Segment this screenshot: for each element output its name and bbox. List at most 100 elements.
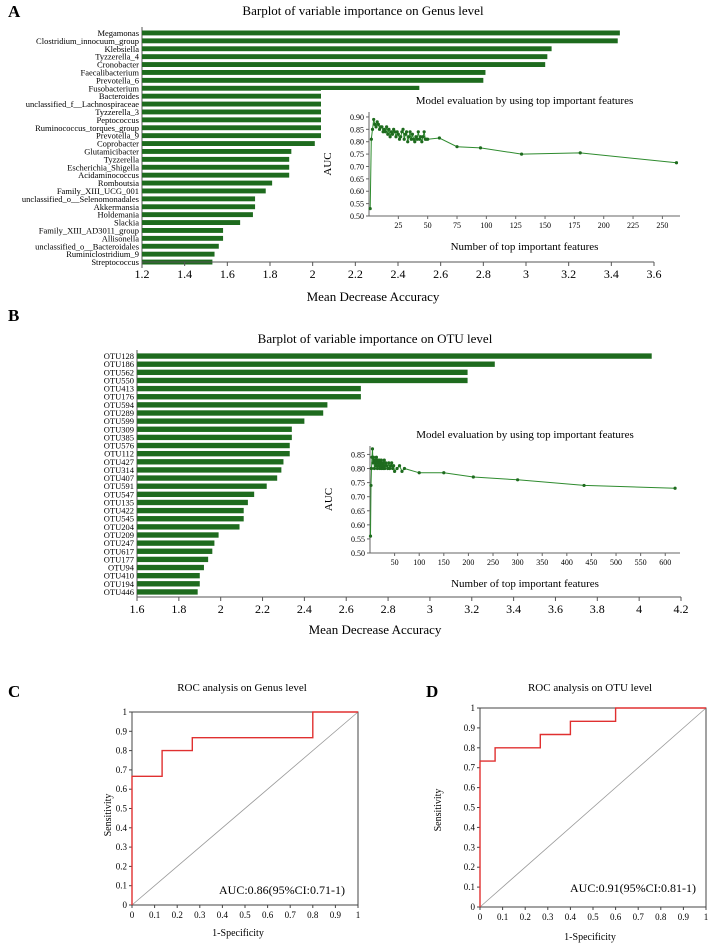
category-label: Holdemania (97, 210, 139, 220)
bar (137, 418, 305, 424)
category-label: OTU177 (104, 554, 134, 564)
bar (137, 556, 209, 563)
roc-x-tick-label: 0.1 (149, 910, 160, 920)
auc-point (402, 466, 407, 471)
auc-point (395, 130, 399, 134)
roc-x-tick-label: 0.2 (172, 910, 183, 920)
bar (142, 235, 224, 241)
auc-point (455, 145, 459, 149)
bar (142, 125, 326, 131)
auc-point (385, 125, 389, 129)
roc-y-tick-label: 0.6 (116, 784, 128, 794)
x-tick-label: 1.2 (135, 267, 150, 281)
auc-point (421, 135, 425, 139)
auc-point (378, 461, 382, 465)
category-label: OTU112 (104, 449, 134, 459)
auc-point (374, 125, 378, 129)
category-label: OTU94 (108, 563, 135, 573)
roc-y-tick-label: 0.1 (116, 881, 127, 891)
inset-x-tick-label: 150 (539, 221, 551, 230)
category-label: OTU410 (104, 571, 134, 581)
inset-y-tick-label: 0.65 (351, 507, 365, 516)
category-label: Tyzzerella_4 (95, 52, 140, 62)
panel-d-letter: D (426, 682, 438, 701)
inset-x-tick-label: 600 (659, 558, 671, 567)
bar (142, 85, 420, 91)
category-label: Faecalibacterium (80, 67, 139, 77)
inset-x-tick-label: 450 (585, 558, 597, 567)
x-tick-label: 3.4 (604, 267, 619, 281)
inset-x-tick-label: 350 (536, 558, 548, 567)
roc-x-tick-label: 0.1 (497, 912, 508, 922)
auc-point (384, 461, 388, 465)
auc-point (519, 152, 524, 156)
x-tick-label: 3.6 (548, 602, 563, 616)
category-label: OTU545 (104, 514, 134, 524)
bar (142, 93, 396, 99)
bar (142, 220, 241, 225)
bar (142, 70, 486, 75)
bar (137, 548, 213, 554)
auc-point (380, 125, 384, 129)
inset-background (322, 424, 698, 593)
bar (137, 524, 240, 530)
roc-x-tick-label: 0.7 (285, 910, 297, 920)
auc-point (376, 122, 380, 126)
panel-c-auc-annotation: AUC:0.86(95%CI:0.71-1) (219, 883, 345, 897)
bar (137, 516, 244, 522)
roc-y-tick-label: 0.3 (464, 842, 476, 852)
category-label: OTU550 (104, 375, 134, 385)
bar (142, 164, 290, 170)
auc-point (437, 136, 442, 140)
panel-b: B Barplot of variable importance on OTU … (8, 306, 698, 637)
bar (137, 572, 200, 579)
panel-c-title: ROC analysis on Genus level (177, 682, 307, 694)
inset-y-tick-label: 0.90 (350, 113, 364, 122)
panel-b-title: Barplot of variable importance on OTU le… (258, 331, 493, 346)
inset-x-tick-label: 225 (627, 221, 639, 230)
bar (137, 434, 292, 441)
auc-point (377, 127, 382, 131)
inset-x-tick-label: 150 (438, 558, 450, 567)
bar (142, 149, 292, 154)
roc-x-tick-label: 0.5 (587, 912, 599, 922)
auc-point (372, 117, 376, 122)
bar (137, 353, 652, 359)
roc-x-tick-label: 0 (478, 912, 483, 922)
auc-point (391, 466, 395, 471)
inset-xlabel: Number of top important features (451, 578, 599, 590)
roc-y-tick-label: 1 (471, 703, 476, 713)
bar (137, 402, 328, 408)
inset-y-tick-label: 0.65 (350, 175, 364, 184)
category-label: Family_XIII_UCG_001 (57, 186, 139, 196)
roc-x-tick-label: 1 (356, 910, 361, 920)
auc-point (382, 127, 386, 131)
auc-point (388, 135, 392, 139)
category-label: OTU194 (104, 579, 135, 589)
category-label: OTU599 (104, 416, 134, 426)
roc-x-tick-label: 0.3 (542, 912, 554, 922)
auc-point (410, 132, 415, 136)
x-tick-label: 3.2 (464, 602, 479, 616)
auc-point (382, 458, 386, 462)
inset-x-tick-label: 100 (480, 221, 492, 230)
roc-x-tick-label: 0.9 (330, 910, 342, 920)
category-label: Tyzzerella (104, 154, 139, 164)
category-label: Ruminiclostridium_9 (66, 249, 139, 259)
x-tick-label: 3.8 (590, 602, 605, 616)
panel-d-title: ROC analysis on OTU level (528, 682, 652, 694)
auc-point (401, 127, 405, 131)
bar (142, 62, 546, 67)
bar (137, 369, 468, 376)
inset-background (321, 90, 698, 256)
roc-y-tick-label: 0.4 (116, 823, 128, 833)
inset-y-tick-label: 0.75 (350, 150, 364, 159)
bar (142, 101, 375, 107)
x-tick-label: 2.6 (433, 267, 448, 281)
roc-y-tick-label: 0.9 (464, 723, 476, 733)
roc-y-tick-label: 0.9 (116, 726, 128, 736)
category-label: Ruminococcus_torques_group (35, 123, 139, 133)
x-tick-label: 2 (218, 602, 224, 616)
category-label: Cronobacter (97, 60, 139, 70)
bar (137, 442, 290, 449)
